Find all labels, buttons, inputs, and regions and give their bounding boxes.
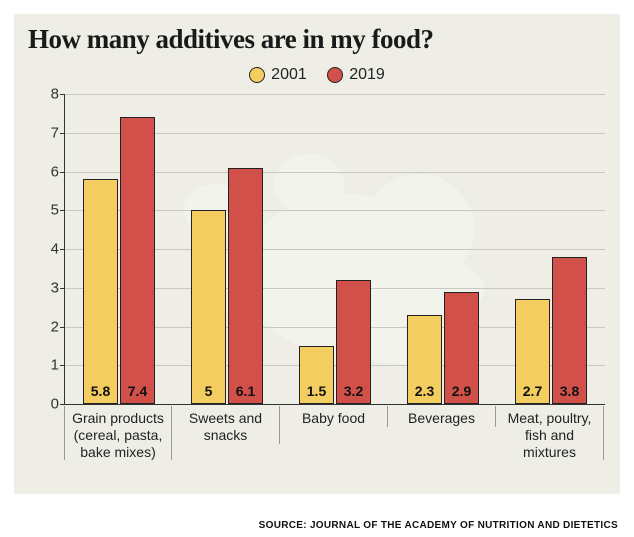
chart-panel: How many additives are in my food? 2001 … (14, 14, 620, 494)
bar: 5 (191, 210, 226, 404)
ytick-label: 2 (41, 318, 59, 335)
ytick-label: 4 (41, 241, 59, 258)
bar-group: 56.1 (173, 94, 281, 404)
legend: 2001 2019 (14, 66, 620, 88)
bar-group: 1.53.2 (281, 94, 389, 404)
source-credit: SOURCE: JOURNAL OF THE ACADEMY OF NUTRIT… (259, 520, 618, 531)
ytick-label: 7 (41, 124, 59, 141)
bar: 5.8 (83, 179, 118, 404)
bar-group: 2.32.9 (389, 94, 497, 404)
bar: 1.5 (299, 346, 334, 404)
x-category-label: Meat, poultry,fish andmixtures (496, 406, 604, 460)
bar: 7.4 (120, 117, 155, 404)
ytick-label: 8 (41, 86, 59, 103)
bar-value-label: 7.4 (121, 383, 154, 399)
bar-value-label: 2.9 (445, 383, 478, 399)
bar-value-label: 6.1 (229, 383, 262, 399)
bar-group: 5.87.4 (65, 94, 173, 404)
legend-label-2001: 2001 (271, 66, 307, 84)
plot-area: 0123456785.87.456.11.53.22.32.92.73.8 (64, 94, 605, 405)
bar: 2.9 (444, 292, 479, 404)
ytick-label: 3 (41, 279, 59, 296)
legend-item-2001: 2001 (249, 66, 307, 84)
legend-swatch-2001 (249, 67, 265, 83)
legend-swatch-2019 (327, 67, 343, 83)
x-axis-labels: Grain products(cereal, pasta,bake mixes)… (64, 406, 604, 486)
ytick-label: 0 (41, 396, 59, 413)
x-category-label: Baby food (280, 406, 388, 427)
bar: 2.7 (515, 299, 550, 404)
ytick-label: 6 (41, 163, 59, 180)
bar: 6.1 (228, 168, 263, 404)
bar: 3.2 (336, 280, 371, 404)
bar: 3.8 (552, 257, 587, 404)
bar: 2.3 (407, 315, 442, 404)
bar-value-label: 3.2 (337, 383, 370, 399)
bar-value-label: 5 (192, 383, 225, 399)
legend-label-2019: 2019 (349, 66, 385, 84)
bar-value-label: 2.3 (408, 383, 441, 399)
bar-value-label: 5.8 (84, 383, 117, 399)
x-category-label: Beverages (388, 406, 496, 427)
bar-value-label: 2.7 (516, 383, 549, 399)
ytick-label: 5 (41, 202, 59, 219)
legend-item-2019: 2019 (327, 66, 385, 84)
x-category-label: Grain products(cereal, pasta,bake mixes) (64, 406, 172, 460)
bar-group: 2.73.8 (497, 94, 605, 404)
ytick-label: 1 (41, 357, 59, 374)
x-category-label: Sweets andsnacks (172, 406, 280, 444)
chart-title: How many additives are in my food? (28, 24, 434, 55)
bar-value-label: 1.5 (300, 383, 333, 399)
bar-value-label: 3.8 (553, 383, 586, 399)
ytick-mark (60, 404, 65, 405)
